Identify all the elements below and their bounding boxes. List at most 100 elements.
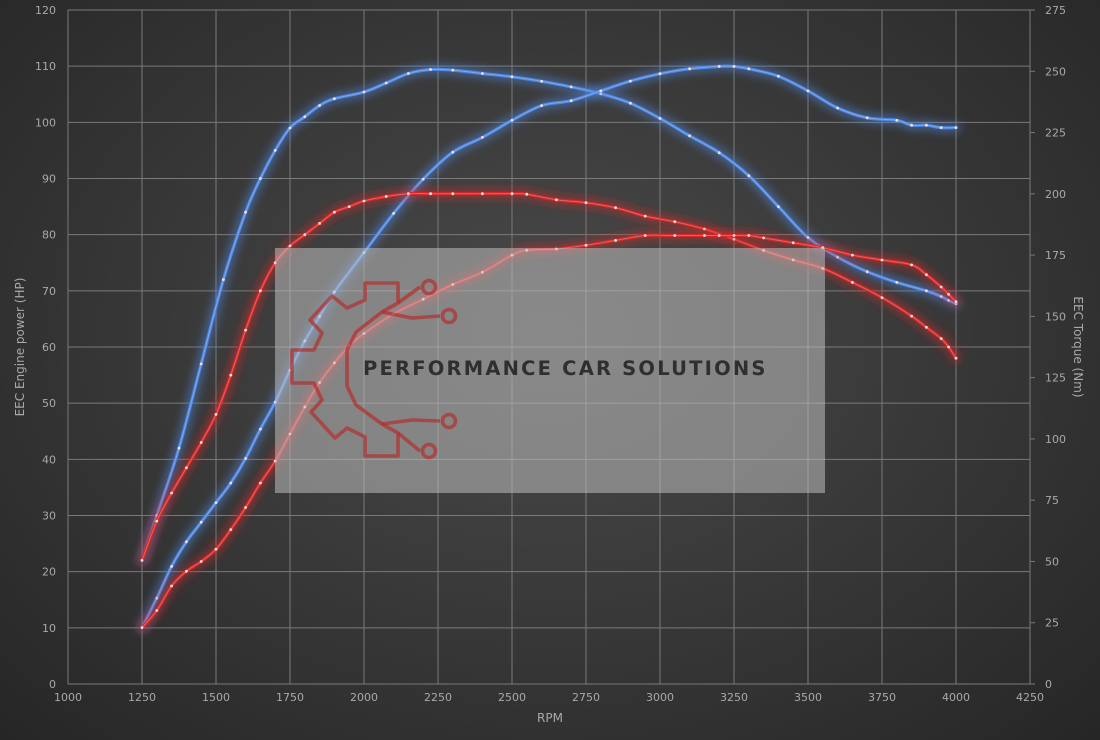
data-point [229, 528, 233, 531]
x-tick-label: 2750 [572, 691, 600, 704]
data-point [481, 136, 484, 139]
x-tick-label: 1000 [54, 691, 82, 704]
data-point [229, 373, 233, 377]
data-point [732, 65, 736, 68]
data-point [569, 85, 573, 89]
data-point [806, 89, 810, 93]
data-point [658, 117, 662, 120]
data-point [244, 457, 248, 460]
data-point [851, 281, 854, 284]
y-right-tick-label: 175 [1045, 249, 1066, 262]
data-point [185, 540, 188, 544]
y-axis-right-title: EEC Torque (Nm) [1071, 296, 1085, 397]
data-point [429, 68, 432, 71]
data-point [540, 104, 543, 107]
data-point [806, 236, 810, 239]
data-point [939, 285, 943, 289]
data-point [925, 123, 928, 127]
data-point [910, 123, 913, 127]
data-point [451, 150, 455, 154]
data-point [925, 325, 928, 329]
data-point [170, 491, 174, 495]
data-point [599, 89, 603, 93]
data-point [910, 263, 913, 267]
data-point [244, 328, 248, 332]
data-point [333, 210, 336, 214]
watermark: PERFORMANCE CAR SOLUTIONS [275, 248, 825, 493]
data-point [555, 198, 558, 202]
data-point [954, 126, 958, 129]
data-point [244, 210, 248, 214]
y-right-tick-label: 250 [1045, 65, 1066, 78]
data-point [895, 118, 899, 122]
data-point [259, 481, 262, 485]
x-tick-label: 2000 [350, 691, 378, 704]
data-point [569, 99, 573, 103]
data-point [673, 220, 677, 224]
y-left-tick-label: 120 [35, 4, 56, 17]
data-point [451, 68, 455, 72]
data-point [851, 253, 854, 257]
data-point [199, 441, 203, 444]
data-point [629, 79, 632, 83]
data-point [384, 81, 388, 85]
data-point [717, 65, 721, 68]
data-point [747, 67, 751, 71]
data-point [717, 151, 721, 155]
data-point [214, 501, 218, 504]
gear-circuit-icon [290, 278, 458, 460]
data-point [717, 234, 721, 237]
data-point [170, 584, 174, 588]
data-point [229, 481, 233, 485]
data-point [614, 206, 617, 210]
data-point [939, 126, 943, 129]
data-point [688, 67, 691, 71]
data-point [333, 97, 336, 101]
y-left-tick-label: 70 [42, 285, 56, 298]
data-point [584, 201, 588, 205]
x-tick-label: 1750 [276, 691, 304, 704]
y-right-tick-label: 200 [1045, 188, 1066, 201]
data-point [421, 177, 425, 181]
data-point [407, 72, 410, 75]
data-point [451, 192, 455, 196]
data-point [925, 273, 928, 277]
y-left-tick-label: 60 [42, 341, 56, 354]
data-point [185, 569, 188, 573]
data-point [947, 292, 950, 296]
data-point [140, 559, 144, 562]
data-point [481, 192, 484, 196]
data-point [939, 295, 943, 298]
data-point [288, 126, 292, 130]
data-point [288, 244, 292, 248]
y-left-tick-label: 50 [42, 397, 56, 410]
data-point [629, 101, 632, 105]
data-point [688, 134, 691, 138]
data-point [259, 177, 262, 180]
y-right-tick-label: 100 [1045, 433, 1066, 446]
y-right-tick-label: 25 [1045, 617, 1059, 630]
data-point [481, 72, 484, 75]
data-point [703, 234, 706, 237]
y-left-tick-label: 20 [42, 566, 56, 579]
x-tick-label: 4250 [1016, 691, 1044, 704]
data-point [214, 547, 218, 551]
data-point [140, 626, 144, 629]
data-point [658, 72, 662, 76]
y-left-tick-label: 100 [35, 116, 56, 129]
data-point [199, 362, 203, 366]
data-point [703, 227, 706, 231]
series-line [140, 191, 958, 562]
y-left-tick-label: 0 [49, 678, 56, 691]
data-point [584, 243, 588, 247]
data-point [303, 233, 307, 237]
x-tick-label: 4000 [942, 691, 970, 704]
x-tick-label: 3000 [646, 691, 674, 704]
y-right-tick-label: 275 [1045, 4, 1066, 17]
y-left-tick-label: 80 [42, 229, 56, 242]
series-3 [137, 188, 961, 565]
y-left-tick-label: 10 [42, 622, 56, 635]
x-tick-label: 3500 [794, 691, 822, 704]
x-tick-label: 2250 [424, 691, 452, 704]
series-2 [137, 61, 961, 633]
